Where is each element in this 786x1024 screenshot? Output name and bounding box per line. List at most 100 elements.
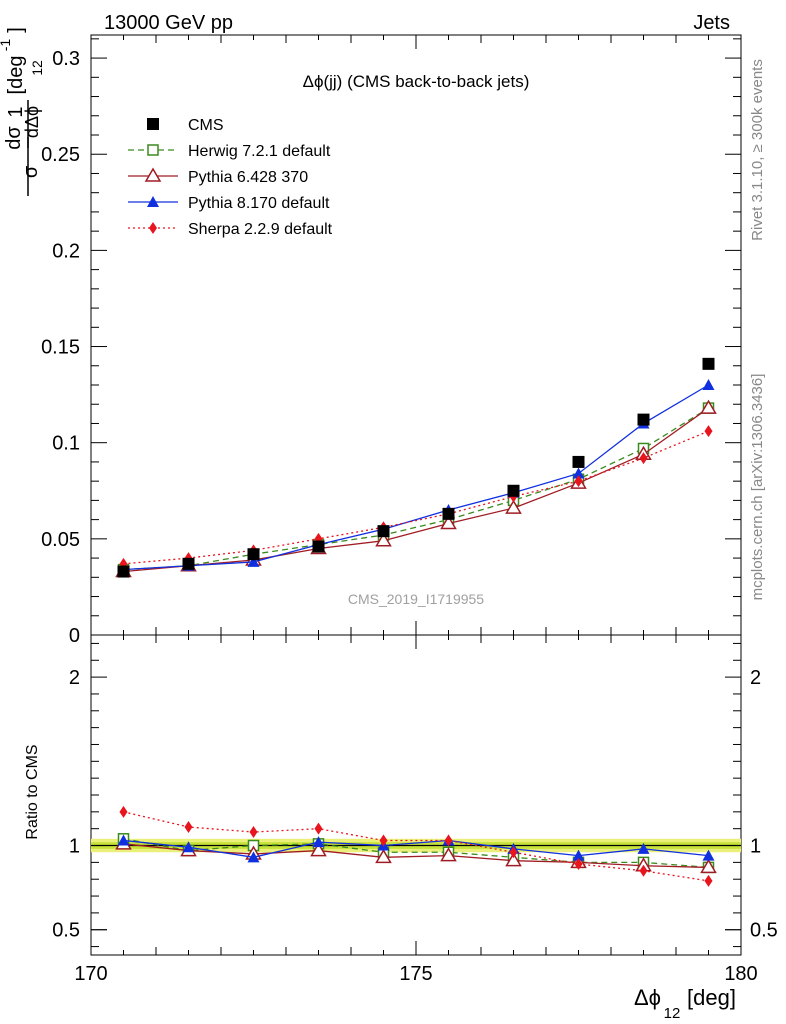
point-sherpa-2-2-9-default (574, 475, 583, 488)
legend-marker (147, 144, 159, 156)
legend-entry-herwig-7-2-1-default: Herwig 7.2.1 default (128, 143, 331, 160)
legend-marker (147, 118, 159, 130)
x-tick-label: 175 (399, 963, 432, 985)
ratio-plot-frame (90, 634, 742, 956)
y-label-deriv-subscript: 12 (29, 60, 45, 76)
ratio-point-pythia-8-170-default (117, 834, 130, 846)
ratio-y-label: Ratio to CMS (24, 744, 41, 839)
legend-entry-sherpa-2-2-9-default: Sherpa 2.2.9 default (128, 221, 333, 238)
axis-ticks-layer: 170 175 180 0 0.05 0.1 0.15 0.2 0.25 0.3 0.5 0.5 1 1 2… (41, 35, 778, 985)
x-label-unit: [deg] (687, 985, 736, 1010)
point-cms (182, 557, 195, 570)
ratio-y-tick-label-right: 1 (750, 836, 761, 858)
point-cms (442, 507, 455, 520)
ratio-y-tick-label: 1 (69, 836, 80, 858)
point-cms (117, 565, 130, 578)
y-tick-label: 0.15 (41, 337, 80, 359)
y-tick-label: 0.25 (41, 144, 80, 166)
series-pythia-8-170-default (117, 379, 715, 863)
ratio-point-pythia-8-170-default (182, 841, 195, 853)
ratio-point-sherpa-2-2-9-default (574, 858, 583, 871)
point-cms (637, 413, 650, 426)
y-label-unit-superscript: -1 (0, 39, 13, 52)
y-label-deriv-denominator: dΔϕ (22, 106, 42, 138)
ratio-point-pythia-8-170-default (702, 849, 715, 861)
legend-label: Herwig 7.2.1 default (188, 143, 331, 160)
ratio-point-sherpa-2-2-9-default (314, 822, 323, 835)
ratio-y-tick-label: 0.5 (52, 920, 80, 942)
point-cms (702, 357, 715, 370)
point-cms (507, 484, 520, 497)
legend: CMS Herwig 7.2.1 default Pythia 6.428 370 P… (128, 117, 333, 238)
ratio-line-sherpa-2-2-9-default (123, 811, 709, 882)
point-pythia-6-428-370 (505, 499, 522, 514)
y-label-unit-close: ] (5, 27, 27, 33)
ratio-y-tick-label: 2 (69, 667, 80, 689)
ratio-point-sherpa-2-2-9-default (249, 826, 258, 839)
legend-entry-cms: CMS (147, 117, 224, 134)
point-pythia-8-170-default (702, 379, 715, 390)
legend-label: Pythia 6.428 370 (188, 169, 308, 186)
ratio-point-pythia-8-170-default (572, 849, 585, 861)
x-label-subscript: 12 (664, 1005, 681, 1022)
series-line-sherpa-2-2-9-default (123, 430, 709, 565)
legend-marker (147, 196, 159, 207)
point-pythia-8-170-default (247, 555, 260, 567)
y-label-deriv-numerator: dσ (3, 126, 25, 150)
ratio-point-pythia-8-170-default (637, 842, 650, 854)
x-tick-label: 180 (724, 963, 757, 985)
point-pythia-6-428-370 (700, 399, 717, 414)
y-tick-label: 0 (69, 625, 80, 647)
y-tick-label: 0.1 (52, 433, 80, 455)
point-sherpa-2-2-9-default (639, 452, 648, 465)
analysis-watermark: CMS_2019_I1719955 (348, 591, 484, 607)
series-layer (115, 357, 717, 887)
point-cms (572, 455, 585, 468)
y-tick-label: 0.2 (52, 240, 80, 262)
ratio-point-pythia-6-428-370 (440, 847, 457, 862)
point-sherpa-2-2-9-default (704, 425, 713, 438)
header-right-text: Jets (693, 12, 730, 34)
rivet-version-text: Rivet 3.1.10, ≥ 300k events (749, 59, 766, 241)
series-cms (117, 357, 715, 578)
plot-title: Δϕ(jj) (CMS back-to-back jets) (303, 72, 530, 91)
ratio-point-sherpa-2-2-9-default (509, 846, 518, 859)
mcplots-credit-text: mcplots.cern.ch [arXiv:1306.3436] (749, 374, 766, 601)
x-label-symbol: Δϕ (634, 985, 661, 1010)
series-line-pythia-6-428-370 (123, 407, 709, 573)
point-cms (377, 525, 390, 538)
x-tick-label: 170 (74, 963, 107, 985)
legend-marker (144, 167, 162, 182)
ratio-y-tick-label-right: 0.5 (750, 920, 778, 942)
series-line-pythia-8-170-default (123, 384, 709, 571)
ratio-point-pythia-6-428-370 (505, 852, 522, 867)
ratio-point-sherpa-2-2-9-default (184, 821, 193, 833)
point-cms (312, 540, 325, 553)
point-cms (247, 548, 260, 561)
ratio-point-pythia-6-428-370 (375, 848, 392, 864)
ratio-point-pythia-6-428-370 (700, 858, 717, 874)
header-left-text: 13000 GeV pp (104, 12, 233, 34)
ratio-point-sherpa-2-2-9-default (379, 834, 388, 847)
y-label-frac-denominator: σ (20, 165, 42, 178)
legend-label: Sherpa 2.2.9 default (188, 221, 333, 238)
legend-entry-pythia-8-170-default: Pythia 8.170 default (128, 195, 330, 212)
ratio-point-sherpa-2-2-9-default (704, 874, 713, 887)
y-tick-label: 0.05 (41, 529, 80, 551)
series-sherpa-2-2-9-default (119, 425, 713, 887)
ratio-line-herwig-7-2-1-default (123, 838, 709, 869)
ratio-y-tick-label-right: 2 (750, 667, 761, 689)
point-pythia-6-428-370 (440, 514, 457, 530)
ratio-point-pythia-8-170-default (247, 851, 260, 863)
y-label-frac-numerator: 1 (5, 106, 27, 117)
ratio-point-sherpa-2-2-9-default (444, 834, 453, 847)
ratio-line-pythia-8-170-default (123, 839, 709, 858)
ratio-point-pythia-8-170-default (312, 836, 325, 848)
y-tick-label: 0.3 (52, 48, 80, 70)
legend-label: Pythia 8.170 default (188, 195, 330, 212)
point-pythia-6-428-370 (375, 532, 392, 547)
series-line-herwig-7-2-1-default (123, 407, 709, 571)
ratio-point-sherpa-2-2-9-default (639, 864, 648, 877)
point-pythia-8-170-default (572, 467, 585, 479)
